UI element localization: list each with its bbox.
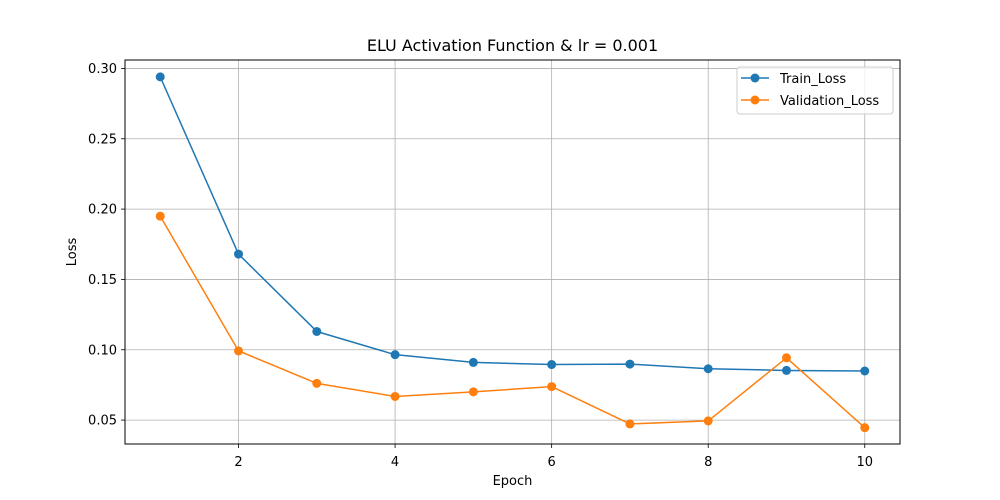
data-point-validation-loss <box>234 346 244 356</box>
data-point-train-loss <box>625 359 635 369</box>
y-axis-label: Loss <box>65 238 80 267</box>
legend-marker-train <box>750 73 760 83</box>
data-point-validation-loss <box>155 211 165 221</box>
x-tick-label: 4 <box>391 455 399 470</box>
legend-label-train: Train_Loss <box>779 72 846 87</box>
chart-title: ELU Activation Function & lr = 0.001 <box>367 36 658 55</box>
y-tick-label: 0.20 <box>88 203 117 218</box>
y-tick-label: 0.25 <box>88 132 117 147</box>
data-point-validation-loss <box>860 423 870 433</box>
x-tick-label: 6 <box>548 455 556 470</box>
data-point-validation-loss <box>547 382 557 392</box>
legend-marker-validation <box>750 95 760 105</box>
data-point-train-loss <box>155 72 165 82</box>
x-axis-label: Epoch <box>493 474 533 489</box>
data-point-validation-loss <box>390 391 400 401</box>
data-point-train-loss <box>860 366 870 376</box>
y-tick-label: 0.15 <box>88 273 117 288</box>
legend-box <box>736 66 894 115</box>
legend: Train_Loss Validation_Loss <box>736 66 894 115</box>
series-line-validation-loss <box>159 215 866 429</box>
data-point-train-loss <box>547 360 557 370</box>
x-tick-label: 2 <box>234 455 242 470</box>
data-point-train-loss <box>703 364 713 374</box>
grid <box>125 60 900 444</box>
y-tick-label: 0.30 <box>88 62 117 77</box>
data-point-validation-loss <box>781 353 791 363</box>
series-line-train-loss <box>159 76 865 372</box>
data-point-train-loss <box>390 350 400 360</box>
data-point-validation-loss <box>312 378 322 388</box>
y-tick-label: 0.10 <box>88 343 117 358</box>
legend-label-validation: Validation_Loss <box>780 94 879 109</box>
x-tick-label: 8 <box>704 455 712 470</box>
plot-frame <box>124 59 901 445</box>
data-point-train-loss <box>234 249 244 259</box>
data-point-train-loss <box>781 365 791 375</box>
y-tick-label: 0.05 <box>88 414 117 429</box>
y-axis-ticks: 0.05 0.10 0.15 0.20 0.25 0.30 <box>88 62 125 429</box>
x-axis-ticks: 2 4 6 8 10 <box>234 444 873 470</box>
data-point-validation-loss <box>468 387 478 397</box>
data-point-train-loss <box>312 326 322 336</box>
data-point-train-loss <box>468 357 478 367</box>
series-layer <box>155 72 870 433</box>
data-point-validation-loss <box>625 419 635 429</box>
data-point-validation-loss <box>703 416 713 426</box>
x-tick-label: 10 <box>856 455 873 470</box>
